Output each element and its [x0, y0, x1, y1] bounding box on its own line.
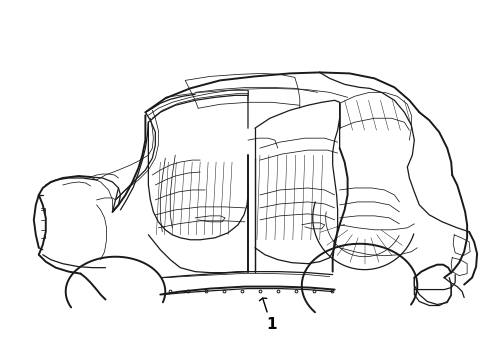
- Text: 1: 1: [259, 298, 276, 332]
